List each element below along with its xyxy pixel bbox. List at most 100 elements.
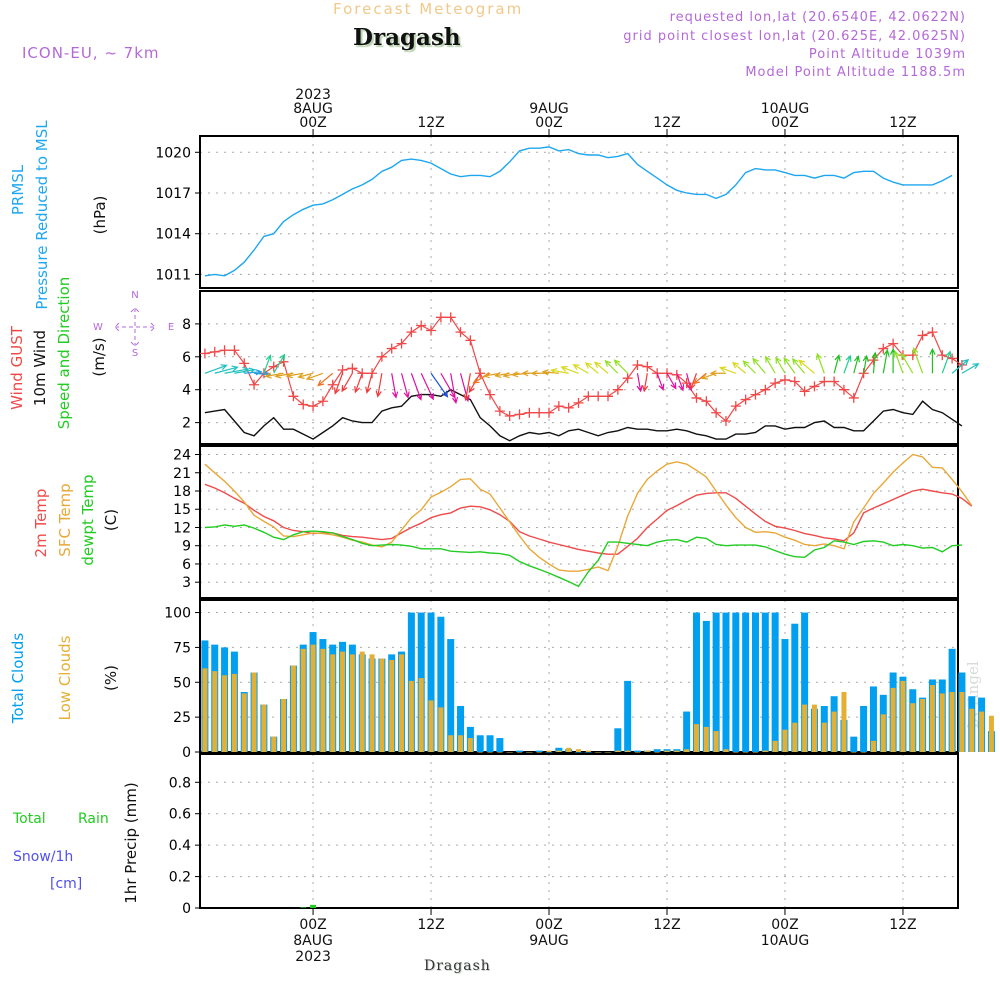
low-cloud-bar [556, 750, 562, 752]
x-tick-label-bottom: 9AUG [529, 933, 569, 949]
low-cloud-bar [399, 654, 405, 752]
low-cloud-bar [290, 665, 296, 752]
low-cloud-bar [261, 704, 267, 752]
model-label: ICON-EU, ~ 7km [22, 44, 160, 62]
x-tick-label-top: 00Z [771, 115, 798, 131]
snow-unit-label: [cm] [50, 876, 82, 892]
x-tick-label-bottom: 2023 [295, 949, 331, 965]
snow-label: Snow/1h [13, 849, 73, 865]
wind-direction-arrow [752, 357, 766, 374]
wind-direction-arrow [273, 353, 286, 374]
low-cloud-bar [507, 752, 513, 753]
low-cloud-bar [733, 752, 739, 753]
wind-direction-arrow [420, 373, 434, 401]
wind-direction-arrow [709, 370, 726, 377]
total-cloud-bar [516, 750, 524, 752]
x-tick-label-top: 12Z [889, 115, 916, 131]
wind-direction-arrow [317, 372, 334, 387]
wind-10m-label: 10m Wind [31, 330, 49, 406]
low-cloud-bar [890, 687, 896, 752]
grid-point-coordinates: grid point closest lon,lat (20.625E, 42.… [623, 29, 966, 44]
pressure-unit-label: (hPa) [91, 196, 109, 235]
wind-direction-arrow [572, 364, 589, 374]
sfc-temp-label: SFC Temp [56, 483, 74, 556]
low-cloud-bar [418, 678, 424, 752]
gust-marker [347, 363, 358, 374]
panel-pressure: 1011 1014 1017 1020 [155, 135, 959, 289]
gust-marker [888, 338, 899, 349]
wind-direction-arrow [400, 373, 410, 399]
wind-direction-arrow [893, 350, 904, 374]
total-cloud-bar [555, 747, 563, 752]
total-cloud-bar [476, 735, 484, 752]
wind-direction-arrow [530, 370, 550, 377]
x-tick-label-bottom: 00Z [535, 917, 562, 933]
low-cloud-bar [576, 749, 582, 752]
wind-direction-arrow [764, 355, 776, 374]
y-tick-label: 21 [173, 466, 191, 482]
low-cloud-bar [428, 700, 434, 752]
wind-direction-arrow [693, 372, 707, 385]
total-cloud-bar [712, 612, 720, 752]
gust-marker [622, 373, 633, 384]
low-cloud-bar [477, 752, 483, 753]
total-cloud-bar [702, 620, 710, 752]
total-cloud-bar [869, 686, 877, 752]
y-tick-label: 6 [182, 350, 191, 366]
low-cloud-bar [369, 654, 375, 752]
gust-marker [199, 348, 210, 359]
wind-gust-label: Wind GUST [8, 325, 26, 410]
total-clouds-label: Total Clouds [9, 633, 27, 725]
wind-direction-arrow [912, 347, 924, 374]
wind-direction-arrow [560, 365, 579, 374]
panel-wind: 2 4 6 8 [182, 290, 959, 445]
total-cloud-bar [535, 750, 543, 752]
gust-marker [406, 327, 417, 338]
low-cloud-bar [959, 692, 965, 752]
wind-direction-arrow [853, 355, 861, 374]
gust-marker [396, 338, 407, 349]
y-tick-label: 0 [182, 745, 191, 761]
dewpoint-line [204, 524, 962, 588]
x-tick-label-bottom: 00Z [771, 917, 798, 933]
low-cloud-bar [448, 735, 454, 752]
wind-direction-arrow [719, 366, 737, 374]
gust-marker [829, 376, 840, 387]
low-cloud-bar [949, 692, 955, 752]
precip-unit-label: 1hr Precip (mm) [122, 782, 140, 903]
wind-direction-arrow [833, 354, 841, 374]
wind-direction-arrow [472, 372, 491, 384]
low-cloud-bar [811, 704, 817, 752]
gust-marker [760, 384, 771, 395]
wind-direction-arrow [365, 373, 373, 394]
wind-direction-arrow [882, 348, 890, 374]
y-tick-label: 15 [173, 502, 191, 518]
wind-direction-arrow [843, 354, 852, 374]
gust-marker [327, 379, 338, 390]
x-tick-label-top: 12Z [653, 115, 680, 131]
gust-marker [455, 327, 466, 338]
pressure-label-prmsl: PRMSL [9, 164, 27, 215]
total-cloud-bar [860, 705, 868, 752]
requested-coordinates: requested lon,lat (20.6540E, 42.0622N) [669, 10, 966, 25]
gust-marker [642, 361, 653, 372]
wind-direction-arrow [941, 350, 952, 374]
y-tick-label: 18 [173, 484, 191, 500]
wind-direction-arrow [798, 359, 815, 374]
gust-marker [583, 391, 594, 402]
gust-marker [239, 358, 250, 369]
low-cloud-bar [861, 752, 867, 753]
y-tick-label: 25 [173, 710, 191, 726]
wind-direction-arrow [929, 347, 936, 374]
x-tick-label-bottom: 00Z [299, 917, 326, 933]
y-tick-label: 12 [173, 520, 191, 536]
low-cloud-bar [212, 671, 218, 752]
gust-marker [534, 407, 545, 418]
wind-direction-arrow [816, 352, 825, 374]
low-cloud-bar [202, 668, 208, 752]
gust-marker [376, 351, 387, 362]
gust-marker [789, 376, 800, 387]
low-cloud-bar [851, 752, 857, 753]
compass-east: E [168, 322, 174, 333]
y-tick-label: 1020 [155, 145, 191, 161]
